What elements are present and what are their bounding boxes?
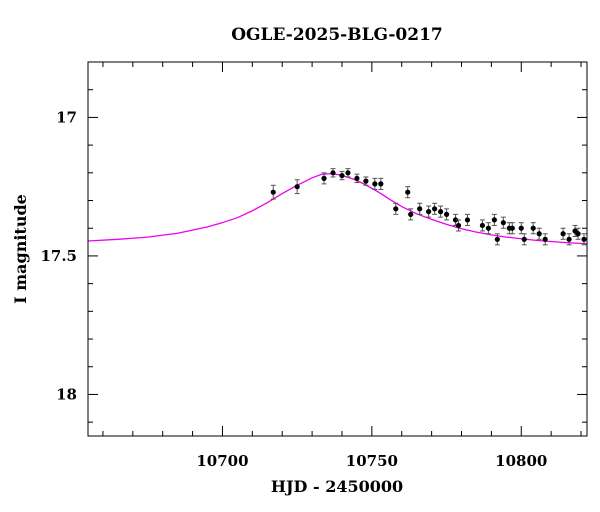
data-point-marker <box>270 189 276 195</box>
data-point <box>530 222 536 235</box>
data-point-marker <box>518 225 524 231</box>
data-point-marker <box>294 184 300 190</box>
data-point-marker <box>566 236 572 242</box>
data-point-marker <box>426 209 432 215</box>
x-tick-label: 10700 <box>196 452 248 470</box>
ticks-layer: 10700 10750 10800 17 17.5 18 <box>40 61 587 470</box>
data-point <box>485 222 491 235</box>
data-point-marker <box>417 206 423 212</box>
data-point <box>491 213 497 226</box>
data-point-marker <box>530 225 536 231</box>
data-point-marker <box>575 231 581 237</box>
data-point <box>500 216 506 229</box>
data-point-marker <box>494 236 500 242</box>
data-point <box>405 186 411 199</box>
data-point-marker <box>491 217 497 223</box>
data-point-marker <box>321 175 327 181</box>
data-point-marker <box>378 181 384 187</box>
data-point <box>536 227 542 240</box>
data-point <box>560 227 566 240</box>
data-point-marker <box>363 178 369 184</box>
data-point <box>354 173 360 184</box>
data-point <box>345 168 351 178</box>
data-point-marker <box>393 206 399 212</box>
data-point <box>417 202 423 215</box>
y-axis-label: I magnitude <box>11 194 30 304</box>
data-points-layer <box>270 168 587 246</box>
data-point-marker <box>536 231 542 237</box>
data-point <box>509 222 515 235</box>
plot-frame <box>87 61 588 437</box>
data-point-marker <box>479 222 486 229</box>
data-point <box>378 177 384 190</box>
data-point-marker <box>485 225 491 231</box>
data-point-marker <box>542 236 548 242</box>
data-point <box>270 184 276 200</box>
data-point <box>432 202 438 215</box>
data-point <box>330 168 336 178</box>
data-point-marker <box>560 231 566 237</box>
data-point-marker <box>452 217 459 223</box>
data-point <box>408 208 414 221</box>
data-point <box>518 222 524 235</box>
data-point <box>437 205 444 218</box>
y-tick-label: 17.5 <box>40 247 77 265</box>
data-point-marker <box>405 189 411 195</box>
data-point <box>581 233 587 246</box>
data-point <box>294 179 300 195</box>
data-point-marker <box>500 220 506 226</box>
data-point <box>363 176 369 186</box>
chart-title: OGLE-2025-BLG-0217 <box>231 25 443 45</box>
data-point <box>494 233 500 246</box>
data-point <box>521 233 527 246</box>
data-point <box>566 233 572 246</box>
data-point <box>393 202 399 215</box>
data-point-marker <box>521 236 527 242</box>
x-tick-label: 10800 <box>495 452 547 470</box>
data-point <box>426 205 432 218</box>
data-point <box>455 219 462 232</box>
data-point <box>542 233 548 246</box>
data-point-marker <box>432 206 438 212</box>
data-point-marker <box>455 222 462 229</box>
data-point-marker <box>408 211 414 217</box>
data-point-marker <box>464 217 471 223</box>
data-point <box>479 219 486 232</box>
data-point <box>321 172 327 185</box>
data-point-marker <box>354 175 360 181</box>
data-point-marker <box>372 181 378 187</box>
data-point-marker <box>443 211 450 217</box>
x-axis-label: HJD - 2450000 <box>271 477 403 496</box>
data-point <box>443 208 450 221</box>
data-point <box>339 170 345 181</box>
x-tick-label: 10750 <box>346 452 398 470</box>
data-point <box>372 177 378 190</box>
data-point-marker <box>509 225 515 231</box>
y-tick-label: 17 <box>56 108 77 126</box>
data-point-marker <box>345 170 351 176</box>
data-point <box>575 227 581 240</box>
data-point-marker <box>581 236 587 242</box>
data-point <box>464 213 471 226</box>
data-point-marker <box>339 172 345 179</box>
data-point-marker <box>330 170 336 176</box>
y-tick-label: 18 <box>56 385 77 403</box>
data-point-marker <box>437 209 444 215</box>
